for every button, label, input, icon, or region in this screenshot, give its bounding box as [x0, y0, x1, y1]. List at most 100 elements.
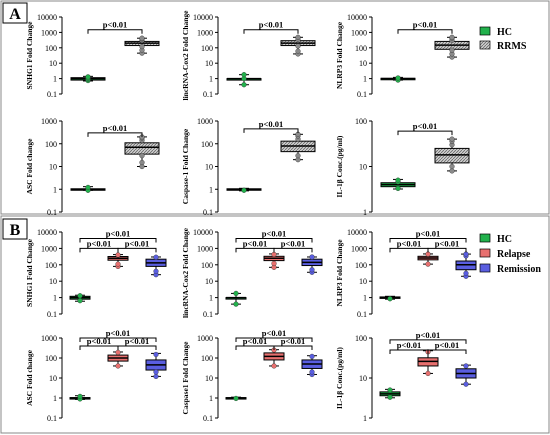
data-point — [139, 35, 145, 41]
y-tick-label: 1 — [53, 394, 57, 403]
legend-a-hc-swatch — [479, 26, 491, 36]
y-tick-label: 1 — [209, 75, 213, 84]
y-tick-label: 10000 — [347, 228, 367, 237]
y-tick-label: 10000 — [37, 228, 57, 237]
data-point — [387, 387, 393, 393]
y-tick-label: 1 — [209, 185, 213, 194]
y-tick-label: 0.1 — [203, 310, 213, 319]
box-rrms — [124, 142, 160, 155]
y-tick-label: 100 — [45, 261, 57, 270]
y-tick-label: 10 — [205, 59, 213, 68]
data-point — [241, 72, 247, 78]
data-point — [153, 373, 159, 380]
significance-label: p<0.01 — [262, 229, 286, 239]
data-point — [139, 159, 145, 166]
y-axis-label: lincRNA-Cox2 Fold Change — [181, 10, 190, 101]
data-point — [295, 48, 301, 54]
data-point — [153, 369, 159, 375]
significance-bracket — [79, 337, 157, 342]
data-point — [115, 363, 121, 369]
significance-bracket — [79, 238, 157, 243]
data-point — [153, 268, 159, 274]
panel-a-label: A — [9, 6, 21, 23]
data-point — [425, 370, 431, 377]
y-tick-label: 10 — [359, 163, 367, 172]
significance-label: p<0.01 — [103, 123, 127, 133]
significance-label: p<0.01 — [106, 229, 130, 239]
significance-label: p<0.01 — [416, 229, 440, 239]
y-tick-label: 10 — [49, 277, 57, 286]
legend-a-hc-label: HC — [497, 27, 512, 38]
data-point — [295, 43, 301, 49]
data-point — [115, 252, 121, 258]
significance-bracket — [243, 29, 299, 34]
data-point — [463, 251, 469, 257]
data-point — [233, 290, 239, 297]
y-tick-label: 100 — [201, 44, 213, 53]
panel-b-frame — [0, 215, 550, 434]
data-point — [463, 381, 469, 387]
legend-a-rrms-label: RRMS — [497, 41, 527, 52]
significance-bracket — [397, 29, 453, 34]
panel-b-label: B — [10, 222, 21, 239]
y-tick-label: 1 — [53, 75, 57, 84]
plot-4: 0.1 1 10 100 1000 ASC Fold change p<0.01 — [25, 117, 160, 217]
y-tick-label: 0.1 — [47, 414, 57, 423]
significance-bracket — [427, 349, 467, 355]
data-point — [241, 82, 247, 88]
panel-b-label-box — [2, 218, 28, 240]
significance-label: p<0.01 — [106, 328, 130, 338]
data-point — [425, 261, 431, 267]
y-tick-label: 0.1 — [47, 310, 57, 319]
data-point — [309, 267, 315, 273]
data-point — [271, 363, 277, 369]
data-point — [463, 363, 469, 369]
significance-label: p<0.01 — [103, 20, 127, 30]
significance-bracket — [79, 247, 119, 253]
significance-bracket — [389, 238, 467, 243]
y-tick-label: 10 — [359, 59, 367, 68]
y-axis-label: NLRP3 Fold Change — [335, 239, 344, 307]
data-point — [241, 187, 247, 193]
significance-bracket — [87, 29, 143, 34]
significance-label: p<0.01 — [435, 340, 459, 350]
y-tick-label: 10 — [359, 277, 367, 286]
y-axis-label: ASC Fold change — [25, 138, 34, 195]
y-tick-label: 1000 — [197, 117, 213, 126]
significance-bracket — [117, 345, 157, 350]
data-point — [425, 251, 431, 257]
significance-bracket — [235, 337, 313, 342]
significance-bracket — [389, 339, 467, 344]
data-point — [387, 296, 393, 302]
y-tick-label: 10000 — [37, 13, 57, 22]
data-point — [153, 254, 159, 260]
significance-label: p<0.01 — [243, 238, 267, 248]
significance-label: p<0.01 — [397, 238, 421, 248]
data-point — [387, 394, 393, 400]
y-tick-label: 100 — [201, 140, 213, 149]
data-point — [271, 260, 277, 267]
y-tick-label: 0.1 — [357, 90, 367, 99]
y-tick-label: 1 — [363, 208, 367, 217]
legend-b-relapse-label: Relapse — [497, 249, 531, 260]
significance-bracket — [389, 349, 429, 355]
y-tick-label: 10 — [205, 277, 213, 286]
y-tick-label: 1 — [209, 394, 213, 403]
y-tick-label: 1 — [53, 294, 57, 303]
y-tick-label: 10 — [49, 374, 57, 383]
significance-label: p<0.01 — [435, 238, 459, 248]
y-axis-label: IL-1β Conc.(pg/ml) — [335, 347, 344, 409]
legend-b-hc-label: HC — [497, 234, 512, 245]
data-point — [395, 177, 401, 183]
significance-label: p<0.01 — [87, 238, 111, 248]
significance-bracket — [397, 130, 453, 136]
legend-a-rrms-swatch — [479, 40, 491, 50]
y-tick-label: 1000 — [197, 28, 213, 37]
legend-b-remission-swatch — [479, 263, 491, 273]
